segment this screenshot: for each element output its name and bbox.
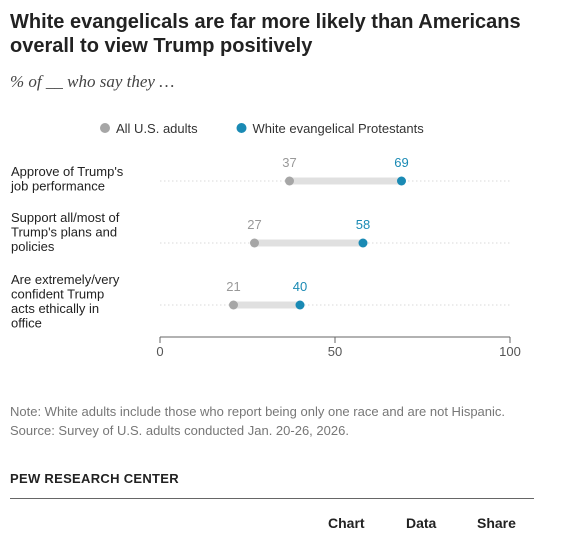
share-button[interactable]: Share (477, 515, 516, 531)
category-label-2-1: confident Trump (11, 287, 104, 302)
data-button[interactable]: Data (406, 515, 437, 531)
legend-marker-1 (236, 123, 247, 133)
chart-title: White evangelicals are far more likely t… (10, 11, 521, 57)
footer-divider (10, 498, 534, 499)
notes: Note: White adults include those who rep… (10, 402, 530, 440)
note-text: Note: White adults include those who rep… (10, 404, 506, 419)
source-text: Source: Survey of U.S. adults conducted … (10, 423, 349, 438)
dot-white-evangelical-0 (397, 176, 406, 186)
category-label-1-2: policies (11, 239, 55, 254)
value-label-white-evangelical-1: 58 (356, 217, 370, 232)
category-label-2-2: acts ethically in (11, 301, 99, 316)
category-label-0-1: job performance (10, 179, 105, 194)
dot-plot: All U.S. adults White evangelical Protest… (10, 121, 521, 359)
category-label-0-0: Approve of Trump's (11, 164, 124, 179)
value-label-white-evangelical-2: 40 (293, 279, 307, 294)
category-label-1-0: Support all/most of (11, 210, 120, 225)
dot-white-evangelical-2 (295, 300, 305, 310)
value-label-all-adults-0: 37 (282, 155, 296, 170)
x-tick-label-1: 50 (328, 344, 342, 359)
chart-button[interactable]: Chart (328, 515, 365, 531)
category-label-2-3: office (11, 316, 42, 331)
value-label-all-adults-2: 21 (226, 279, 240, 294)
dot-all-adults-1 (250, 238, 259, 248)
dot-white-evangelical-1 (358, 238, 368, 248)
chart-subtitle: % of __ who say they … (10, 72, 175, 91)
category-label-2-0: Are extremely/very (11, 272, 120, 287)
value-label-all-adults-1: 27 (247, 217, 261, 232)
brand-logo-text: PEW RESEARCH CENTER (10, 471, 179, 486)
x-tick-label-2: 100 (499, 344, 521, 359)
x-tick-label-0: 0 (156, 344, 163, 359)
legend-label-0: All U.S. adults (116, 121, 198, 136)
legend-label-1: White evangelical Protestants (253, 121, 425, 136)
category-label-1-1: Trump's plans and (11, 225, 117, 240)
legend-marker-0 (100, 123, 110, 133)
value-label-white-evangelical-0: 69 (394, 155, 408, 170)
dot-all-adults-0 (285, 176, 294, 186)
dot-all-adults-2 (229, 300, 238, 310)
